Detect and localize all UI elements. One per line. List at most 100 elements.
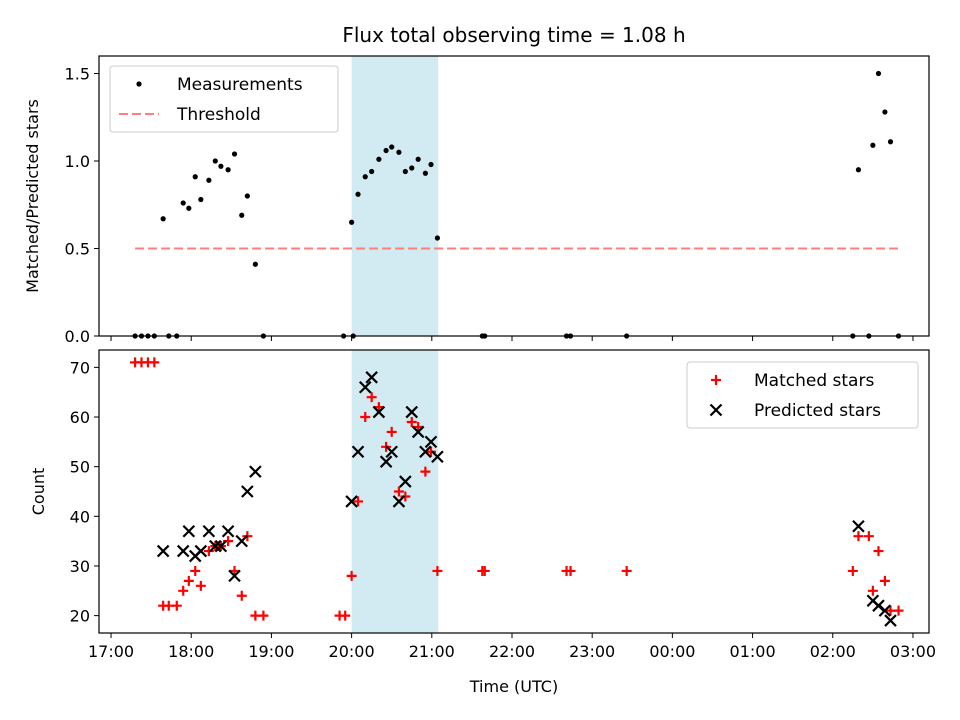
data-point [383, 147, 389, 154]
data-point [236, 590, 247, 601]
x-tick-label: 03:00 [890, 642, 936, 661]
y-tick-label: 0.5 [65, 240, 90, 259]
data-point [409, 165, 415, 171]
y-tick-label: 50 [70, 458, 90, 477]
x-axis-label: Time (UTC) [469, 677, 558, 696]
data-point [212, 158, 218, 164]
data-point [249, 465, 262, 478]
data-point [345, 495, 358, 508]
data-point [229, 565, 240, 576]
count-panel: 17:00 18:00 19:00 20:00 21:00 22:00 23:00 00:00… [29, 349, 936, 661]
data-point [422, 170, 428, 176]
data-point [432, 565, 443, 576]
data-point [893, 605, 904, 616]
data-point [389, 144, 395, 150]
data-point [873, 546, 884, 557]
data-point [258, 610, 269, 621]
legend-swatch [711, 375, 721, 385]
data-point [214, 539, 228, 553]
legend: Matched stars Predicted stars [686, 361, 919, 429]
data-point [852, 519, 865, 533]
x-tick-label: 17:00 [88, 642, 134, 661]
data-point [887, 139, 894, 145]
data-point [379, 455, 393, 468]
data-point [400, 491, 411, 502]
legend-swatch [709, 403, 723, 417]
data-point [875, 70, 882, 77]
data-point [870, 142, 876, 148]
legend-box [686, 361, 919, 429]
data-point [360, 412, 371, 423]
legend-label: Predicted stars [754, 401, 881, 421]
data-point [405, 405, 419, 419]
data-point [372, 405, 386, 419]
data-point [565, 565, 576, 576]
data-point [171, 600, 182, 611]
data-point [366, 392, 377, 403]
data-point [355, 191, 361, 197]
data-point [406, 416, 417, 427]
data-point [231, 151, 238, 157]
data-point [879, 575, 890, 586]
y-axis-label: Matched/Predicted stars [23, 99, 42, 293]
y-tick-label: 70 [70, 358, 90, 377]
data-point [203, 546, 214, 557]
data-point [426, 446, 436, 457]
data-point [241, 485, 254, 498]
data-point [225, 167, 231, 173]
data-point [186, 205, 192, 211]
data-point [376, 156, 382, 162]
x-tick-label: 20:00 [329, 642, 375, 661]
data-point [362, 174, 368, 180]
y-tick-label: 60 [70, 408, 90, 427]
data-point [351, 445, 365, 459]
data-point [239, 212, 245, 218]
data-point [434, 235, 441, 241]
data-point [428, 161, 434, 168]
data-point [402, 168, 408, 175]
observing-window-highlight [351, 56, 439, 336]
data-point [411, 425, 425, 439]
y-tick-label: 0.0 [65, 327, 90, 346]
data-point [228, 569, 241, 583]
data-point [847, 565, 858, 576]
data-point [479, 565, 490, 576]
data-point [621, 565, 632, 576]
data-point [369, 168, 375, 175]
data-point [178, 585, 189, 596]
data-point [386, 426, 397, 437]
data-point [156, 544, 170, 558]
data-point [365, 371, 378, 384]
data-point [209, 539, 222, 553]
data-point [882, 109, 888, 115]
legend-label: Threshold [176, 105, 261, 125]
legend: Measurements Threshold [109, 65, 339, 133]
data-point [235, 534, 249, 548]
x-tick-label: 18:00 [168, 642, 214, 661]
data-point [206, 177, 212, 183]
data-point [183, 575, 194, 586]
data-point [855, 167, 862, 173]
x-tick-label: 02:00 [810, 642, 856, 661]
data-point [340, 610, 351, 621]
data-point [221, 524, 235, 538]
data-point [160, 216, 166, 222]
x-tick-label: 21:00 [409, 642, 455, 661]
data-point [346, 570, 357, 581]
y-tick-label: 30 [70, 557, 90, 576]
data-point [349, 219, 355, 225]
ratio-panel: 0.0 0.5 1.0 1.5 Matched/Predicted stars Measu… [23, 55, 930, 346]
x-tick-label: 01:00 [730, 642, 776, 661]
data-point [176, 544, 190, 558]
series-predicted-stars [156, 371, 897, 627]
legend-label: Matched stars [754, 371, 874, 391]
y-tick-label: 1.0 [65, 152, 90, 171]
x-tick-label: 00:00 [649, 642, 695, 661]
data-point [853, 531, 864, 542]
data-point [385, 445, 398, 459]
data-point [244, 193, 250, 199]
x-tick-label: 23:00 [569, 642, 615, 661]
data-point [392, 495, 406, 508]
data-point [419, 445, 432, 459]
